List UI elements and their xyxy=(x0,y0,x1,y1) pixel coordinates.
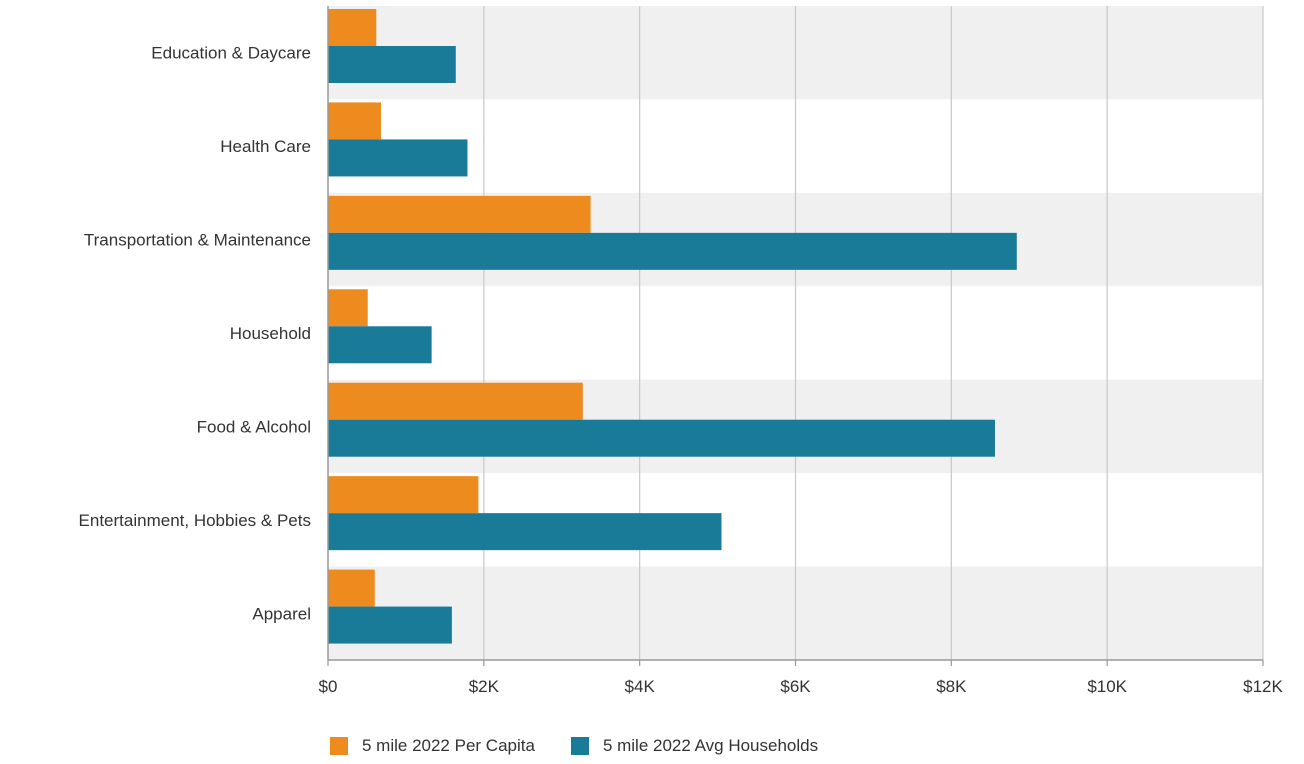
bars xyxy=(328,9,1017,644)
category-label-entertainment-hobbies-pets: Entertainment, Hobbies & Pets xyxy=(79,511,311,530)
legend-label-avg-households: 5 mile 2022 Avg Households xyxy=(602,736,819,755)
bar-education-daycare-5-mile-2022-avg-households[interactable] xyxy=(328,46,456,83)
x-tick-label-4000: $4K xyxy=(625,677,656,696)
x-tick-label-8000: $8K xyxy=(936,677,967,696)
bar-apparel-5-mile-2022-avg-households[interactable] xyxy=(328,606,452,644)
category-label-apparel: Apparel xyxy=(252,604,311,623)
category-label-education-daycare: Education & Daycare xyxy=(151,44,311,63)
x-tick-label-12000: $12K xyxy=(1243,677,1283,696)
bar-household-5-mile-2022-avg-households[interactable] xyxy=(328,326,432,364)
bar-transportation-maintenance-5-mile-2022-per-capita[interactable] xyxy=(328,195,591,233)
category-label-health-care: Health Care xyxy=(220,137,311,156)
category-label-food-alcohol: Food & Alcohol xyxy=(197,417,311,436)
category-labels: Education & Daycare Health Care Transporta… xyxy=(79,44,311,624)
legend-label-per-capita: 5 mile 2022 Per Capita xyxy=(362,736,535,755)
legend: 5 mile 2022 Per Capita 5 mile 2022 Avg H… xyxy=(330,736,854,756)
bar-apparel-5-mile-2022-per-capita[interactable] xyxy=(328,569,375,607)
bar-transportation-maintenance-5-mile-2022-avg-households[interactable] xyxy=(328,232,1017,270)
legend-item-per-capita[interactable]: 5 mile 2022 Per Capita xyxy=(330,736,535,756)
legend-swatch-avg-households xyxy=(570,737,589,755)
axes xyxy=(327,6,1264,666)
bar-food-alcohol-5-mile-2022-per-capita[interactable] xyxy=(328,382,583,420)
gridlines xyxy=(483,6,1264,660)
legend-swatch-per-capita xyxy=(330,737,348,755)
bar-entertainment-hobbies-pets-5-mile-2022-avg-households[interactable] xyxy=(328,513,722,551)
x-tick-label-6000: $6K xyxy=(780,677,811,696)
category-label-transportation-maintenance: Transportation & Maintenance xyxy=(84,231,311,250)
x-tick-label-10000: $10K xyxy=(1087,677,1127,696)
bar-food-alcohol-5-mile-2022-avg-households[interactable] xyxy=(328,419,995,457)
x-tick-label-0: $0 xyxy=(319,677,338,696)
x-tick-label-2000: $2K xyxy=(469,677,500,696)
bar-health-care-5-mile-2022-per-capita[interactable] xyxy=(328,102,381,140)
x-tick-labels: $0 $2K $4K $6K $8K $10K $12K xyxy=(319,677,1284,696)
legend-item-avg-households[interactable]: 5 mile 2022 Avg Households xyxy=(570,736,819,756)
bar-household-5-mile-2022-per-capita[interactable] xyxy=(328,289,368,327)
bar-entertainment-hobbies-pets-5-mile-2022-per-capita[interactable] xyxy=(328,476,479,514)
bar-education-daycare-5-mile-2022-per-capita[interactable] xyxy=(328,9,377,46)
category-label-household: Household xyxy=(230,324,311,343)
bar-health-care-5-mile-2022-avg-households[interactable] xyxy=(328,139,468,177)
